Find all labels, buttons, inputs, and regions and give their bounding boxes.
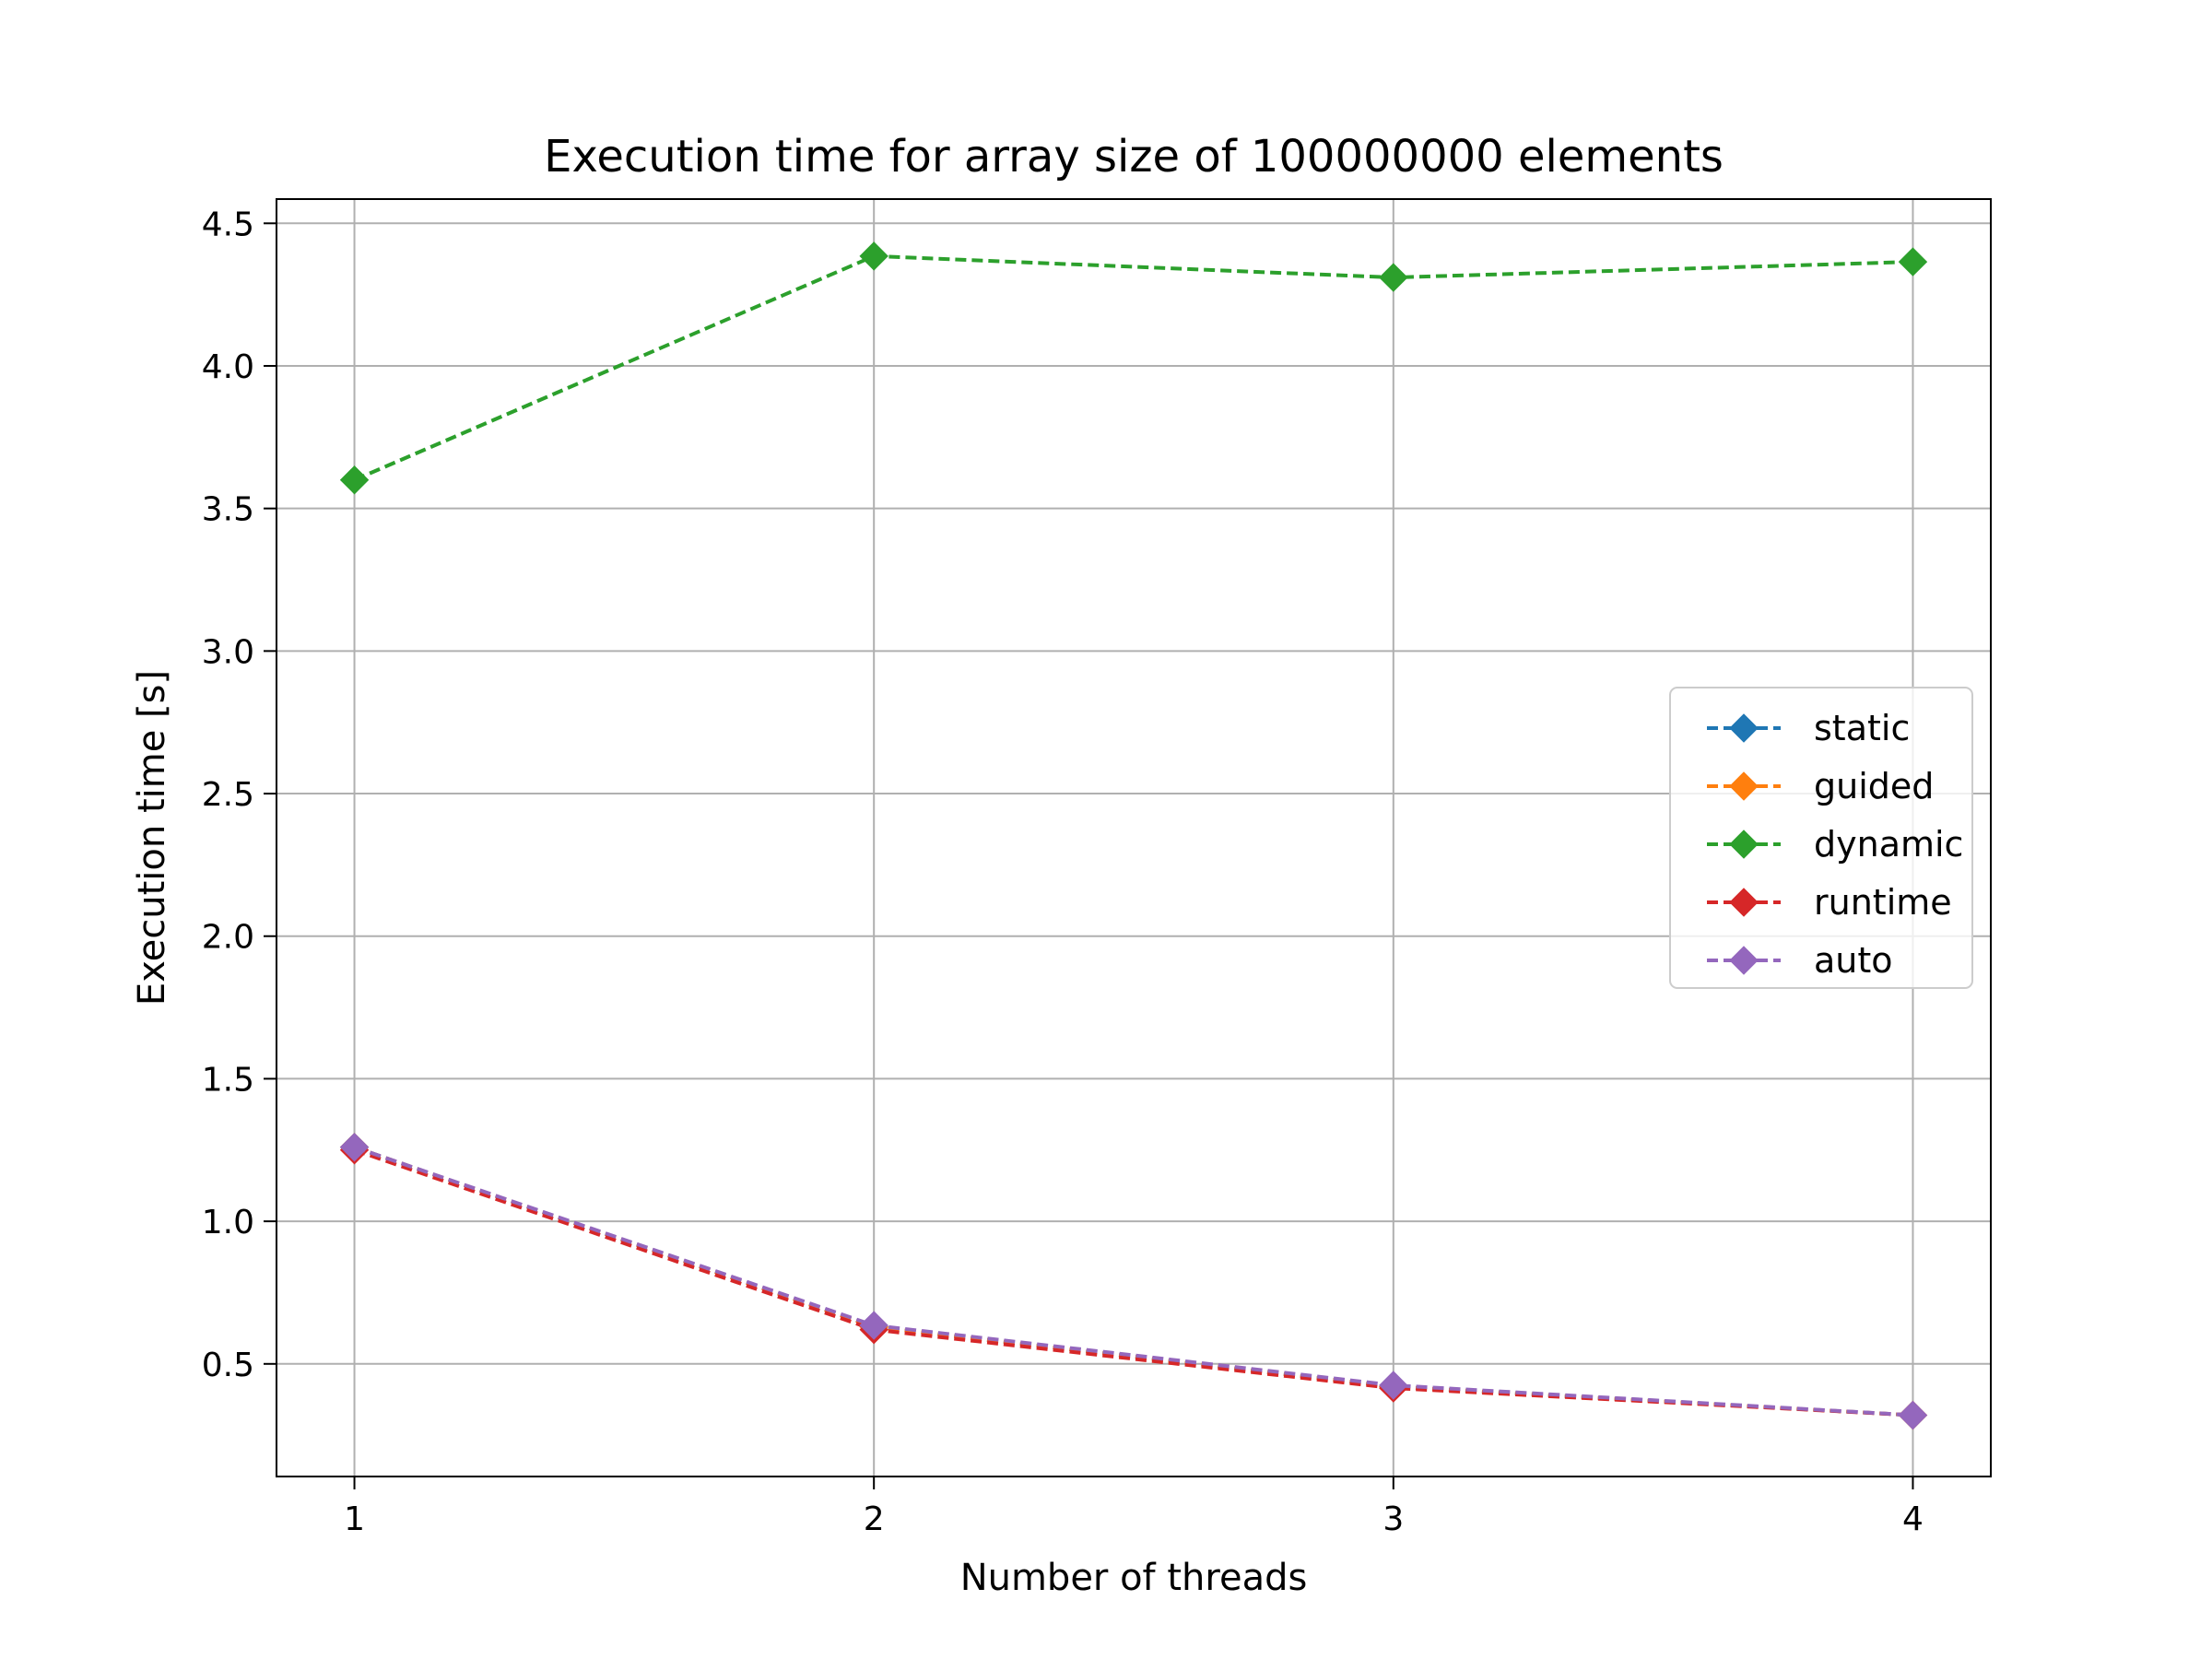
y-axis-label: Execution time [s]	[131, 670, 173, 1006]
series-dynamic	[339, 241, 1928, 495]
grid	[276, 199, 1991, 1477]
legend-entry-auto: auto	[1707, 940, 1893, 981]
y-tick-label: 1.5	[202, 1061, 254, 1099]
chart-title: Execution time for array size of 1000000…	[544, 131, 1724, 182]
x-axis-label: Number of threads	[960, 1557, 1308, 1599]
series-line-auto	[353, 1145, 1913, 1418]
data-point-dynamic	[859, 241, 888, 271]
data-point-dynamic	[1379, 263, 1408, 292]
series-group	[339, 241, 1928, 1430]
y-tick-label: 2.5	[202, 776, 254, 814]
legend-entry-dynamic: dynamic	[1707, 824, 1963, 865]
y-tick-label: 1.0	[202, 1204, 254, 1241]
y-tick-label: 2.0	[202, 919, 254, 957]
y-tick-label: 4.0	[202, 348, 254, 386]
legend-label: static	[1814, 708, 1910, 748]
y-tick-label: 3.5	[202, 491, 254, 529]
y-tick-label: 3.0	[202, 633, 254, 671]
data-point-auto	[1898, 1400, 1928, 1430]
data-point-auto	[1379, 1371, 1408, 1400]
x-tick-label: 3	[1382, 1500, 1404, 1538]
series-line-dynamic	[353, 253, 1913, 482]
legend-label: dynamic	[1814, 824, 1963, 865]
data-point-dynamic	[339, 465, 370, 495]
legend-label: auto	[1814, 940, 1893, 981]
x-tick-label: 2	[864, 1500, 885, 1538]
plot-frame	[276, 198, 1992, 1477]
data-point-auto	[859, 1311, 888, 1340]
x-tick-label: 1	[344, 1500, 365, 1538]
axis-ticks: 1 2 3 4 0.5 1.0 1.5 2.0 2.5 3.0 3.5 4.0 4.5	[202, 206, 1924, 1538]
data-point-auto	[339, 1132, 370, 1162]
legend-label: guided	[1814, 766, 1934, 806]
legend-marker	[1729, 713, 1759, 743]
legend-entry-guided: guided	[1707, 766, 1934, 806]
legend-marker	[1729, 771, 1759, 801]
y-tick-label: 0.5	[202, 1347, 254, 1384]
legend-entry-runtime: runtime	[1707, 882, 1952, 923]
x-tick-label: 4	[1902, 1500, 1924, 1538]
legend-marker	[1729, 830, 1759, 859]
legend: static guided dynamic runtime auto	[1669, 687, 1973, 989]
y-tick-label: 4.5	[202, 206, 254, 243]
series-auto	[339, 1132, 1928, 1430]
legend-marker	[1729, 888, 1759, 917]
data-point-dynamic	[1898, 247, 1928, 276]
legend-marker	[1729, 946, 1759, 975]
legend-entry-static: static	[1707, 708, 1910, 748]
legend-label: runtime	[1814, 882, 1952, 923]
